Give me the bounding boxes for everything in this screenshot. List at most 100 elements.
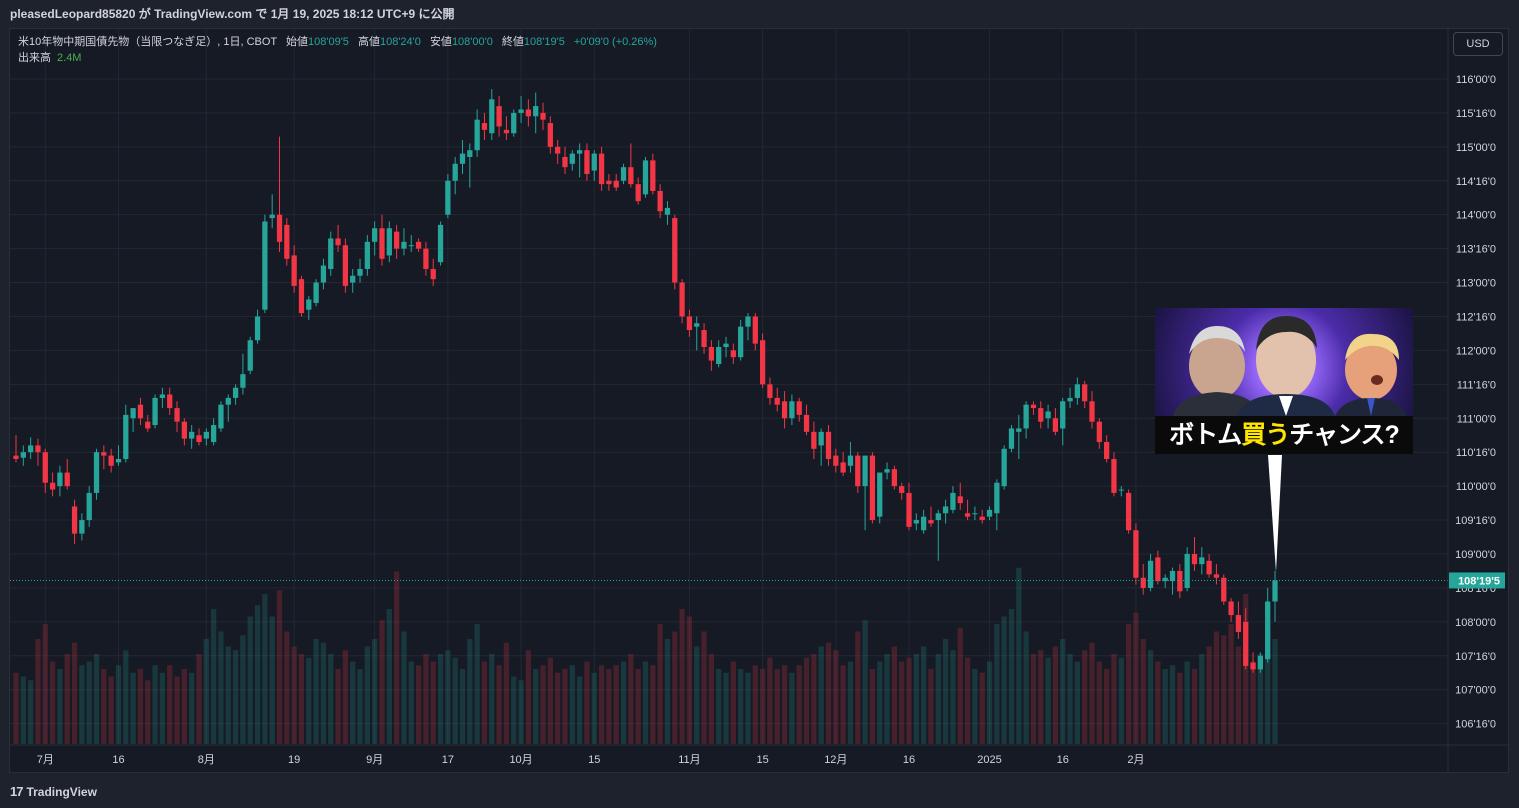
candle-body — [1265, 601, 1271, 660]
candle-body — [225, 397, 231, 405]
y-tick-label: 114'00'0 — [1456, 210, 1496, 222]
candle-body — [774, 397, 780, 405]
candle-body — [1096, 421, 1102, 443]
volume-bar — [964, 657, 971, 744]
y-tick-label: 110'00'0 — [1456, 481, 1496, 493]
volume-bar — [555, 672, 561, 744]
person-left-figure — [1173, 326, 1261, 416]
candle-body — [584, 150, 590, 174]
volume-bar — [576, 676, 583, 744]
symbol-name[interactable]: 米10年物中期国債先物（当限つなぎ足）, 1日, CBOT — [18, 36, 277, 48]
high-label: 高値 — [357, 36, 380, 48]
volume-bar — [1206, 646, 1212, 744]
volume-bar — [591, 672, 597, 744]
candle-body — [313, 282, 319, 303]
volume-bar — [1213, 631, 1220, 744]
volume-bar — [503, 642, 510, 744]
candle-body — [269, 214, 275, 219]
candle-body — [730, 350, 736, 358]
candle-body — [79, 520, 85, 534]
volume-bar — [115, 665, 122, 744]
volume-bar — [459, 669, 466, 744]
candle-body — [1199, 557, 1205, 565]
volume-bar — [569, 665, 575, 744]
volume-bar — [803, 657, 810, 744]
y-tick-label: 107'00'0 — [1455, 685, 1496, 697]
volume-bar — [1052, 646, 1059, 744]
candle-body — [540, 112, 546, 120]
caption-part-2: 買う — [1241, 421, 1290, 449]
footer-bar — [0, 773, 1519, 808]
candle-body — [408, 245, 414, 247]
volume-bar — [957, 627, 963, 744]
x-tick-label: 8月 — [198, 754, 215, 766]
volume-bar — [49, 661, 56, 744]
volume-bar — [1060, 639, 1066, 744]
candle-body — [423, 248, 429, 269]
x-tick-label: 17 — [442, 754, 454, 766]
volume-bar — [1082, 650, 1088, 744]
volume-bar — [350, 661, 356, 744]
tradingview-logo[interactable]: 17 TradingView — [10, 784, 97, 799]
candle-body — [1001, 448, 1007, 487]
candle-body — [71, 506, 78, 534]
volume-bar — [240, 635, 246, 744]
volume-bar — [1177, 672, 1183, 744]
x-tick-label: 19 — [288, 754, 300, 766]
candle-body — [1060, 401, 1066, 429]
y-tick-label: 113'00'0 — [1456, 278, 1496, 290]
y-tick-label: 116'00'0 — [1456, 74, 1496, 86]
volume-label[interactable]: 出来高 — [18, 52, 51, 64]
volume-bar — [869, 669, 876, 744]
volume-bar — [525, 650, 532, 744]
volume-bar — [1089, 642, 1095, 744]
candle-body — [372, 228, 378, 242]
volume-bar — [306, 657, 312, 744]
y-tick-label: 113'16'0 — [1456, 244, 1496, 256]
x-tick-label: 2025 — [977, 754, 1001, 766]
candle-body — [576, 150, 583, 154]
volume-bar — [1074, 661, 1081, 744]
candle-body — [701, 330, 707, 348]
candle-body — [452, 163, 458, 181]
volume-bar — [1257, 654, 1263, 744]
candle-body — [247, 340, 253, 371]
candle-body — [393, 231, 400, 249]
volume-bar — [1096, 661, 1102, 744]
candle-body — [1235, 615, 1242, 633]
volume-bar — [745, 672, 751, 744]
y-tick-label: 107'16'0 — [1455, 651, 1496, 663]
candle-body — [1008, 428, 1015, 449]
candle-body — [1147, 560, 1154, 588]
volume-bar — [13, 672, 19, 744]
volume-bar — [181, 669, 187, 744]
volume-bar — [313, 639, 319, 744]
candle-body — [767, 384, 773, 398]
volume-bar — [759, 669, 766, 744]
volume-bar — [606, 669, 612, 744]
candle-body — [957, 496, 963, 504]
candle-body — [379, 228, 385, 259]
candle-body — [598, 153, 605, 185]
volume-bar — [93, 654, 100, 744]
volume-bar — [1221, 635, 1227, 744]
y-tick-label: 112'00'0 — [1456, 345, 1496, 357]
currency-button[interactable]: USD — [1453, 32, 1503, 56]
candle-body — [1074, 384, 1081, 398]
candle-body — [964, 513, 971, 517]
volume-bar — [664, 639, 671, 744]
volume-bar — [1067, 654, 1073, 744]
caption-part-3: チャンス? — [1289, 421, 1400, 449]
candle-body — [986, 509, 993, 517]
candle-body — [49, 482, 56, 490]
volume-bar — [1169, 665, 1176, 744]
candle-body — [298, 279, 305, 314]
volume-bar — [767, 657, 773, 744]
volume-bar — [935, 654, 941, 744]
candle-body — [174, 408, 180, 422]
candle-body — [123, 414, 129, 459]
candle-body — [1184, 553, 1190, 588]
volume-bar — [284, 631, 290, 744]
candle-body — [35, 445, 41, 453]
